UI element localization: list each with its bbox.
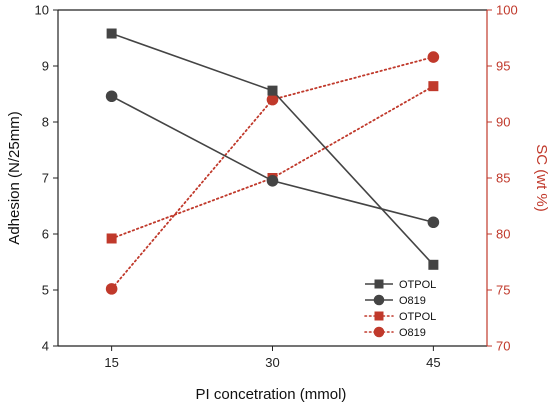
data-point: [266, 93, 279, 106]
y-right-tick-label: 90: [496, 115, 510, 130]
legend-marker: [374, 279, 384, 289]
series-line: [111, 95, 434, 224]
y-axis-left-title: Adhesion (N/25mm): [6, 111, 23, 244]
series-right-otpol: [106, 81, 439, 244]
data-point: [427, 51, 440, 63]
x-axis-ticks: 15 30 45: [104, 346, 441, 370]
legend-item: OTPOL: [365, 279, 436, 291]
data-point: [428, 81, 439, 92]
y-right-tick-label: 75: [496, 283, 510, 298]
legend: OTPOL O819 OTPOL O819: [364, 279, 436, 339]
series-line: [111, 32, 434, 266]
series-left-o819: [105, 90, 440, 229]
data-point: [105, 90, 118, 103]
data-point: [267, 85, 278, 96]
y-right-tick-label: 80: [496, 227, 510, 242]
legend-label: OTPOL: [399, 311, 436, 323]
x-tick-label: 15: [104, 355, 118, 370]
legend-marker: [373, 326, 385, 338]
data-point: [105, 283, 118, 295]
series-left-otpol: [106, 28, 439, 270]
legend-label: OTPOL: [399, 279, 436, 291]
legend-item: OTPOL: [364, 311, 436, 323]
y-right-tick-label: 85: [496, 171, 510, 186]
y-left-tick-label: 5: [42, 283, 49, 298]
data-point: [428, 259, 439, 270]
y-axis-left-ticks: 4 5 6 7 8 9 10: [35, 3, 58, 354]
series-right-o819: [105, 51, 440, 295]
legend-marker: [373, 294, 385, 306]
y-right-tick-label: 95: [496, 59, 510, 74]
y-left-tick-label: 4: [42, 339, 49, 354]
y-axis-right-ticks: 70 75 80 85 90 95 100: [487, 3, 518, 354]
y-right-tick-label: 100: [496, 3, 518, 18]
data-point: [266, 175, 279, 187]
x-axis-title: PI concetration (mmol): [196, 386, 347, 403]
x-tick-label: 45: [426, 355, 440, 370]
y-axis-right-title: SC (wt %): [533, 144, 550, 212]
y-left-tick-label: 6: [42, 227, 49, 242]
legend-label: O819: [399, 327, 426, 339]
y-left-tick-label: 8: [42, 115, 49, 130]
y-left-tick-label: 9: [42, 59, 49, 74]
legend-item: O819: [364, 326, 426, 339]
legend-label: O819: [399, 295, 426, 307]
series-layer: [105, 28, 440, 295]
data-point: [106, 233, 117, 244]
y-left-tick-label: 10: [35, 3, 49, 18]
legend-marker: [374, 311, 384, 321]
legend-item: O819: [365, 294, 426, 307]
x-tick-label: 30: [265, 355, 279, 370]
data-point: [427, 216, 440, 229]
data-point: [106, 28, 117, 39]
y-left-tick-label: 7: [42, 171, 49, 186]
series-line: [110, 85, 435, 240]
y-right-tick-label: 70: [496, 339, 510, 354]
